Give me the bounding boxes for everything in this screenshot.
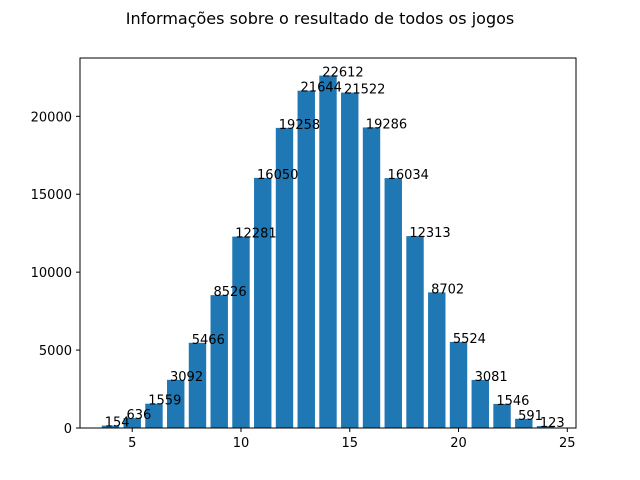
bar (515, 418, 533, 428)
data-label: 8702 (431, 282, 464, 297)
chart-title: Informações sobre o resultado de todos o… (126, 9, 514, 28)
data-label: 22612 (322, 66, 363, 81)
y-tick-label: 5000 (39, 344, 72, 359)
bar (297, 90, 315, 428)
bar (319, 75, 337, 429)
y-axis-ticks: 0 5000 10000 15000 20000 (31, 110, 80, 437)
x-tick-label: 5 (128, 436, 136, 451)
x-tick-label: 15 (341, 436, 358, 451)
data-label: 1546 (496, 394, 529, 409)
bar (493, 403, 511, 428)
bar (123, 418, 141, 428)
data-label: 21522 (344, 83, 385, 98)
bars-group (101, 75, 555, 429)
y-tick-label: 20000 (31, 110, 72, 125)
y-tick-label: 10000 (31, 266, 72, 281)
bar (145, 403, 163, 428)
bar (188, 342, 207, 428)
bar (232, 236, 250, 428)
data-label: 19286 (366, 117, 407, 132)
data-label: 5466 (192, 333, 225, 348)
bar (167, 379, 185, 428)
data-label: 16050 (257, 168, 298, 183)
bar (536, 426, 555, 428)
data-label: 636 (127, 408, 152, 423)
bar (101, 425, 120, 428)
data-label: 123 (540, 416, 565, 431)
bar (254, 177, 272, 428)
data-label: 3092 (170, 370, 203, 385)
data-label: 154 (105, 416, 130, 431)
data-label: 21644 (301, 81, 342, 96)
bar (384, 178, 402, 428)
bar (210, 295, 228, 428)
data-label: 12313 (409, 226, 450, 241)
data-label: 1559 (148, 394, 181, 409)
y-tick-label: 0 (64, 422, 72, 437)
bar (275, 127, 294, 428)
x-tick-label: 25 (559, 436, 576, 451)
x-axis-ticks: 5 10 15 20 25 (128, 428, 576, 451)
data-label: 16034 (388, 168, 429, 183)
bar (406, 236, 424, 428)
bar (471, 379, 489, 428)
plot-frame (79, 57, 577, 429)
y-tick-label: 15000 (31, 188, 72, 203)
data-label: 5524 (453, 332, 486, 347)
data-label: 19258 (279, 118, 320, 133)
x-tick-label: 20 (450, 436, 467, 451)
data-label: 8526 (214, 285, 247, 300)
data-label: 12281 (235, 227, 276, 242)
bar (428, 292, 446, 428)
bar (449, 341, 468, 428)
bar (341, 92, 359, 428)
data-label: 591 (518, 409, 543, 424)
bar (362, 127, 381, 429)
x-tick-label: 10 (233, 436, 250, 451)
data-label: 3081 (475, 370, 508, 385)
